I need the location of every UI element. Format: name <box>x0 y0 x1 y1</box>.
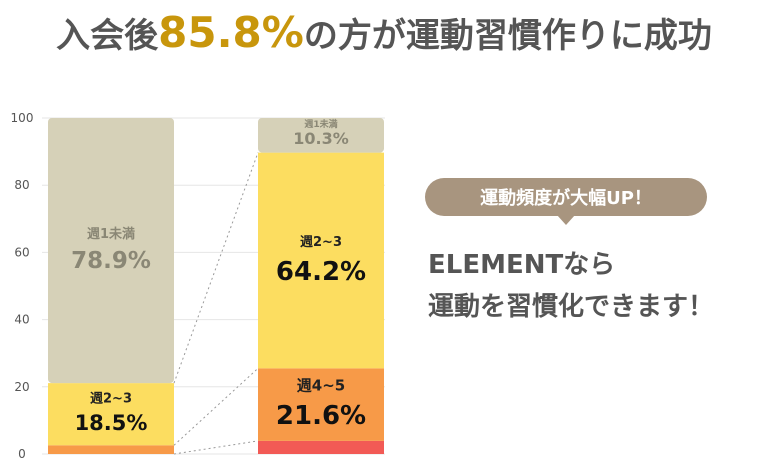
segment-value: 18.5% <box>75 411 148 435</box>
y-tick-label: 40 <box>14 313 29 327</box>
bar-segment-yellow <box>48 383 174 446</box>
frequency-up-badge: 運動頻度が大幅UP！ <box>425 178 707 216</box>
bar-segment-red <box>258 440 384 454</box>
headline-suffix: の方が運動習慣作りに成功 <box>303 16 712 56</box>
y-tick-label: 60 <box>14 245 29 259</box>
y-tick-label: 80 <box>14 178 29 192</box>
bar-segment-grey <box>258 118 384 153</box>
message-line-1: ELEMENTなら <box>428 250 616 280</box>
segment-value: 78.9% <box>71 248 151 274</box>
connector-line <box>173 367 259 446</box>
connector-line <box>173 440 259 455</box>
y-tick-label: 0 <box>18 447 26 461</box>
segment-label: 週1未満 <box>304 118 337 130</box>
segment-label: 週2~3 <box>300 235 342 250</box>
bar-segment-yellow <box>258 152 384 369</box>
bar-segment-orange <box>48 445 174 454</box>
bar-segment-grey <box>48 118 174 384</box>
badge-tail <box>557 215 575 225</box>
segment-label: 週1未満 <box>87 226 135 242</box>
segment-value: 10.3% <box>293 129 349 148</box>
segment-label: 週4~5 <box>297 376 345 394</box>
y-tick-label: 100 <box>11 111 34 125</box>
bar-segment-orange <box>258 368 384 441</box>
segment-label: 週2~3 <box>90 392 132 407</box>
headline: 入会後85.8%の方が運動習慣作りに成功 <box>0 8 768 57</box>
y-tick-label: 20 <box>14 380 29 394</box>
badge-text: 運動頻度が大幅UP！ <box>480 188 652 209</box>
connector-line <box>173 152 259 384</box>
segment-value: 21.6% <box>276 401 366 431</box>
headline-prefix: 入会後 <box>56 16 159 56</box>
headline-highlight: 85.8% <box>158 8 304 57</box>
segment-value: 64.2% <box>276 257 366 287</box>
message-line-2: 運動を習慣化できます！ <box>428 292 715 322</box>
